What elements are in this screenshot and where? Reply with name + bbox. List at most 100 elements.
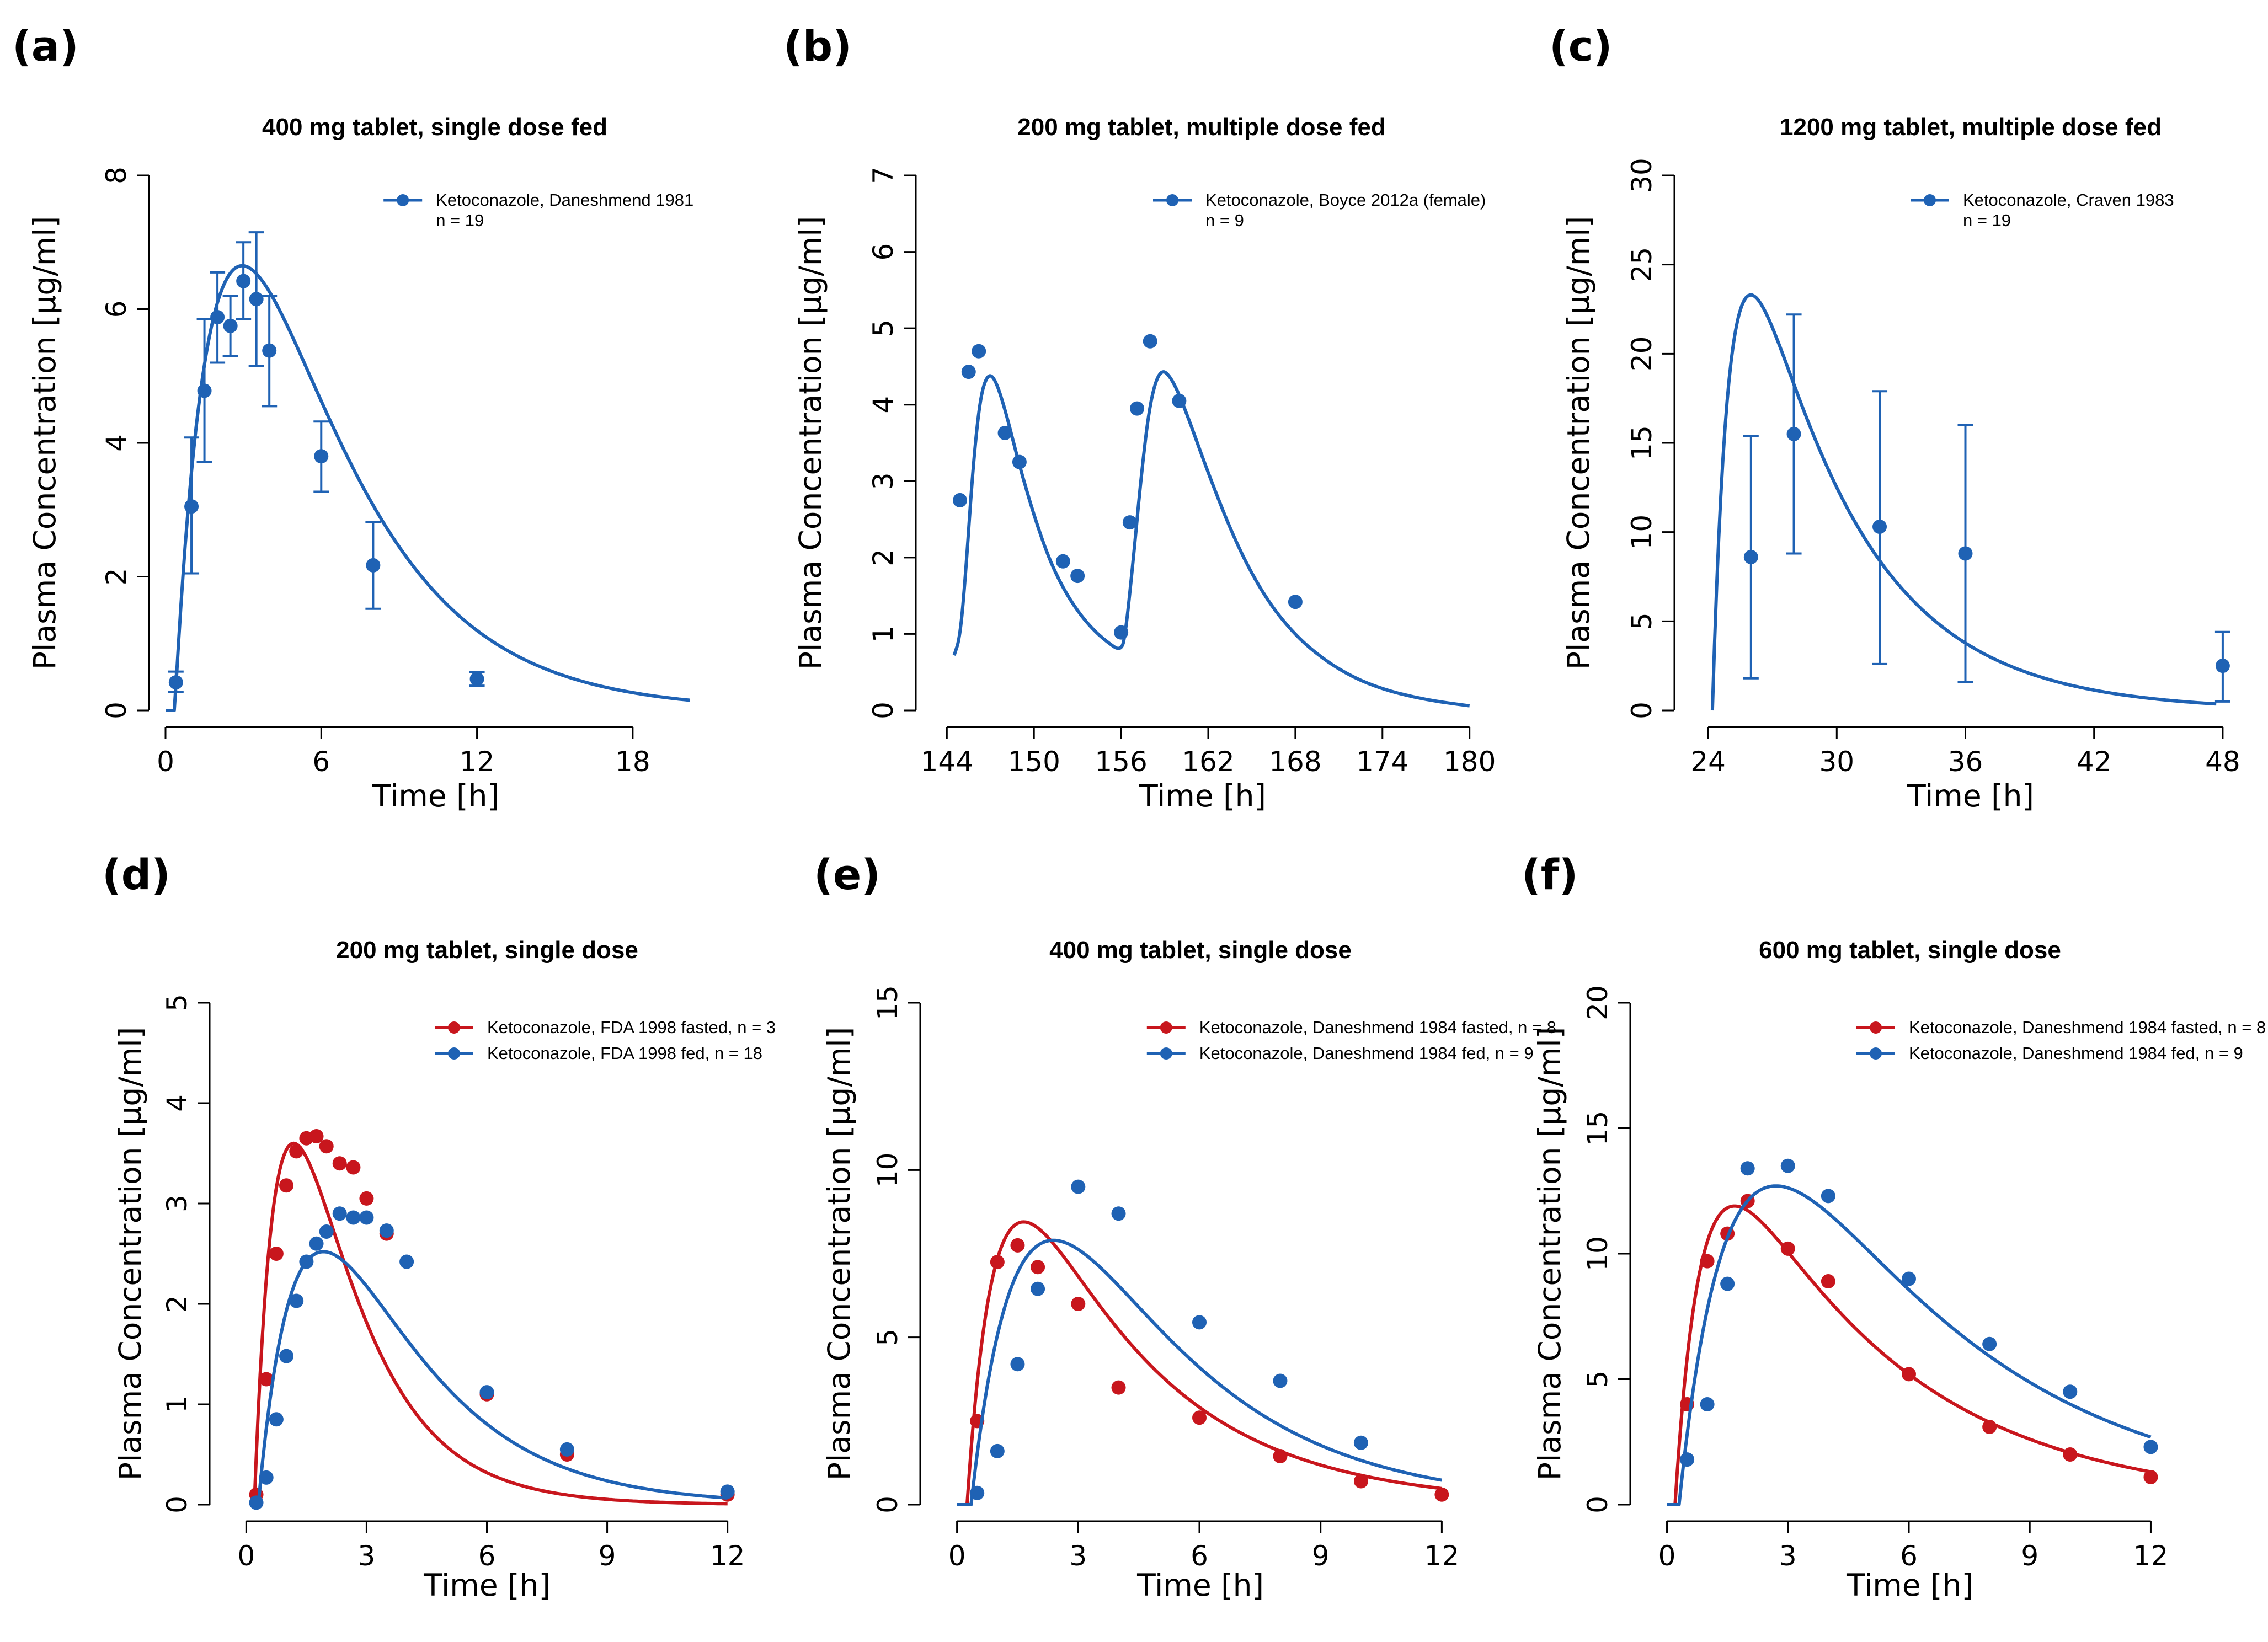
data-point-red (1780, 1241, 1795, 1256)
x-tick-label: 30 (1819, 746, 1854, 778)
y-tick-label: 5 (867, 319, 899, 337)
chart-title: 400 mg tablet, single dose fed (262, 114, 607, 141)
data-point-blue (1700, 1397, 1715, 1411)
data-point-red (1031, 1260, 1045, 1275)
y-tick-label: 0 (872, 1496, 904, 1513)
chart-panel-a: (a) 400 mg tablet, single dose fed 0 6 12 18 0… (12, 22, 693, 814)
data-point-red (319, 1139, 334, 1154)
legend-marker (1166, 194, 1178, 206)
x-tick-label: 180 (1443, 746, 1496, 778)
x-tick-label: 9 (599, 1540, 616, 1572)
data-point-blue (961, 365, 976, 379)
y-tick-label: 6 (100, 301, 132, 318)
chart-panel-c: (c) 1200 mg tablet, multiple dose fed 24 30… (1549, 22, 2240, 814)
data-point-blue (1872, 519, 1887, 534)
data-point-blue (1143, 334, 1157, 349)
y-tick-label: 10 (872, 1153, 904, 1188)
legend-label: Ketoconazole, FDA 1998 fed, n = 18 (487, 1044, 762, 1063)
data-point-blue (184, 499, 199, 514)
data-point-blue (1740, 1161, 1755, 1176)
legend-label: Ketoconazole, Daneshmend 1984 fed, n = 9 (1199, 1044, 1534, 1063)
data-point-blue (1012, 454, 1027, 469)
data-point-blue (997, 425, 1012, 440)
data-point-red (279, 1178, 294, 1193)
data-point-blue (1902, 1271, 1916, 1286)
data-point-red (2063, 1447, 2078, 1462)
data-point-blue (2063, 1384, 2078, 1399)
panel-label: (e) (814, 850, 880, 899)
legend-n-label: n = 19 (1963, 211, 2011, 230)
y-tick-label: 3 (161, 1195, 193, 1212)
model-curve-blue (166, 264, 690, 712)
data-point-blue (1821, 1189, 1835, 1204)
data-point-blue (1031, 1281, 1045, 1296)
data-point-blue (1122, 515, 1137, 530)
y-tick-label: 2 (867, 549, 899, 566)
x-tick-label: 9 (1312, 1540, 1330, 1572)
data-point-blue (2143, 1440, 2158, 1454)
data-point-blue (366, 558, 381, 573)
legend-marker (448, 1021, 460, 1034)
chart-title: 200 mg tablet, multiple dose fed (1017, 114, 1385, 141)
y-tick-label: 1 (161, 1395, 193, 1413)
data-point-blue (972, 344, 986, 359)
x-tick-label: 0 (157, 746, 174, 778)
data-point-red (332, 1156, 347, 1171)
data-point-red (1902, 1367, 1916, 1382)
y-tick-label: 4 (867, 396, 899, 414)
data-point-red (1353, 1474, 1368, 1489)
data-point-red (1700, 1254, 1715, 1269)
data-point-blue (1958, 546, 1973, 561)
data-point-blue (1680, 1452, 1695, 1467)
x-axis-label: Time [h] (423, 1568, 551, 1603)
y-tick-label: 20 (1582, 985, 1614, 1020)
x-tick-label: 3 (1779, 1540, 1797, 1572)
y-tick-label: 4 (161, 1094, 193, 1112)
legend-marker (1870, 1021, 1882, 1034)
data-point-blue (379, 1223, 394, 1238)
y-tick-label: 5 (1582, 1371, 1614, 1388)
x-tick-label: 6 (312, 746, 330, 778)
data-point-blue (1114, 625, 1129, 640)
y-tick-label: 1 (867, 625, 899, 643)
y-axis-label: Plasma Concentration [µg/ml] (821, 1027, 857, 1480)
legend-marker (1160, 1021, 1172, 1034)
model-curve-blue (957, 1238, 1442, 1506)
model-curve-red (252, 1141, 728, 1506)
data-point-blue (399, 1254, 414, 1269)
data-point-red (1982, 1419, 1997, 1434)
data-point-blue (269, 1412, 284, 1427)
data-point-blue (1172, 393, 1187, 408)
data-point-blue (279, 1349, 294, 1363)
model-curve-blue (952, 370, 1470, 708)
x-axis-label: Time [h] (1139, 778, 1266, 814)
data-point-blue (249, 1495, 264, 1510)
data-point-blue (953, 493, 967, 507)
chart-title: 200 mg tablet, single dose (336, 937, 638, 964)
data-point-red (1821, 1274, 1835, 1289)
x-axis-label: Time [h] (372, 778, 499, 814)
y-tick-label: 0 (1582, 1496, 1614, 1513)
data-point-blue (346, 1210, 361, 1225)
data-point-blue (1055, 554, 1070, 569)
x-tick-label: 12 (710, 1540, 745, 1572)
x-tick-label: 24 (1690, 746, 1726, 778)
data-point-blue (314, 449, 329, 464)
y-tick-label: 20 (1626, 336, 1658, 372)
panel-label: (f) (1522, 850, 1578, 899)
chart-title: 400 mg tablet, single dose (1049, 937, 1352, 964)
legend-label: Ketoconazole, Craven 1983 (1963, 190, 2174, 210)
y-axis-label: Plasma Concentration [µg/ml] (27, 216, 62, 670)
y-tick-label: 0 (100, 702, 132, 719)
y-tick-label: 15 (1582, 1111, 1614, 1146)
x-axis-label: Time [h] (1907, 778, 2034, 814)
data-point-blue (1010, 1357, 1025, 1372)
data-point-blue (1071, 1179, 1086, 1194)
y-tick-label: 5 (872, 1329, 904, 1346)
data-point-blue (1111, 1206, 1126, 1221)
data-point-red (309, 1129, 324, 1144)
data-point-blue (1743, 549, 1758, 564)
x-tick-label: 42 (2077, 746, 2112, 778)
